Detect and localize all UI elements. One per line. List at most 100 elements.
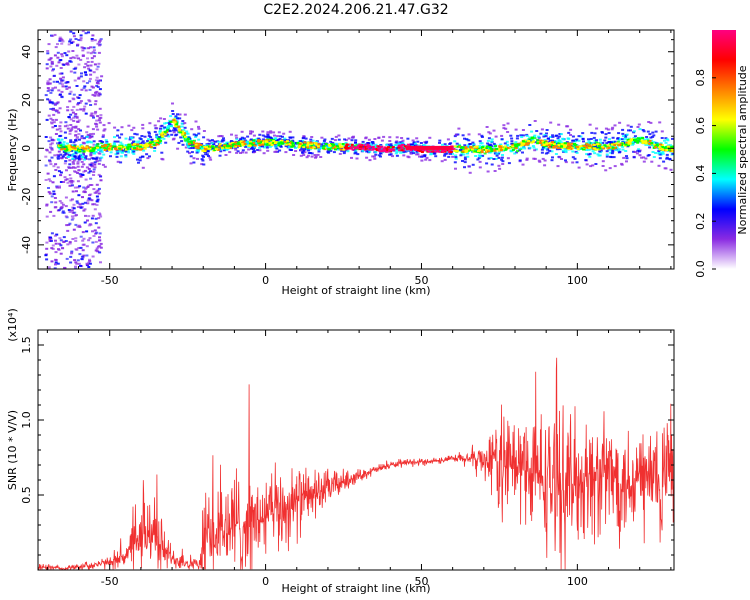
heatmap-cell [275,142,279,145]
heatmap-cell [397,146,401,149]
heatmap-cell [509,146,513,149]
heatmap-cell [546,141,550,144]
heatmap-cell [572,143,576,145]
heatmap-cell [542,144,546,146]
heatmap-cell [368,150,372,153]
heatmap-cell [637,123,641,126]
heatmap-cell [604,136,608,139]
heatmap-cell [285,141,289,144]
heatmap-cell [96,145,99,148]
heatmap-cell [67,155,70,158]
heatmap-cell [624,150,628,152]
heatmap-cell [264,139,268,142]
heatmap-cell [598,143,602,146]
heatmap-cell [506,143,510,146]
heatmap-cell [115,151,119,154]
heatmap-cell [299,149,303,152]
heatmap-cell [284,143,288,146]
heatmap-cell [124,155,128,158]
heatmap-cell [127,143,131,146]
heatmap-cell [285,140,289,143]
heatmap-cell [401,143,405,146]
heatmap-cell [87,67,91,70]
heatmap-cell [322,140,326,142]
x-tick-label: 0 [262,274,269,287]
heatmap-cell [179,131,183,134]
heatmap-cell [247,146,251,149]
heatmap-cell [97,187,101,190]
heatmap-cell [90,165,94,167]
heatmap-cell [77,169,81,172]
heatmap-cell [494,157,498,160]
heatmap-cell [355,157,359,160]
x-tick-label: -50 [101,274,119,287]
heatmap-cell [64,150,68,153]
heatmap-cell [199,144,203,146]
heatmap-cell [77,194,81,197]
heatmap-cell [266,134,270,137]
heatmap-cell [61,247,64,250]
heatmap-cell [74,157,78,160]
heatmap-cell [303,143,307,146]
heatmap-cell [500,134,504,137]
heatmap-cell [362,147,366,150]
heatmap-cell [539,132,543,135]
heatmap-cell [519,134,523,137]
heatmap-cell [342,148,346,151]
heatmap-cell [288,130,292,133]
heatmap-cell [56,138,60,141]
heatmap-cell [584,159,588,162]
y-tick-label: 1.5 [20,336,33,354]
heatmap-cell [648,142,652,145]
heatmap-cell [610,128,614,131]
heatmap-cell [91,114,95,117]
heatmap-cell [62,141,66,144]
heatmap-cell [334,135,338,138]
heatmap-cell [638,154,642,157]
heatmap-cell [97,192,101,195]
heatmap-cell [85,262,89,265]
heatmap-cell [97,51,101,54]
heatmap-cell [383,146,387,149]
heatmap-cell [53,206,57,209]
heatmap-cell [546,151,550,154]
heatmap-cell [61,79,65,82]
heatmap-cell [298,141,302,144]
heatmap-cell [103,145,107,148]
heatmap-cell [217,135,221,138]
heatmap-cell [501,147,505,150]
heatmap-cell [77,63,81,66]
heatmap-cell [184,137,188,140]
heatmap-cell [99,246,103,249]
colorbar-gradient [712,30,736,269]
heatmap-cell [90,38,94,40]
heatmap-cell [296,142,300,145]
heatmap-cell [81,54,85,57]
heatmap-cell [57,248,60,251]
heatmap-cell [672,146,674,149]
spectrogram-frame [37,29,675,270]
heatmap-cell [567,148,571,150]
heatmap-cell [73,147,77,150]
heatmap-cell [71,161,75,164]
heatmap-cell [73,166,77,169]
heatmap-cell [50,89,54,92]
heatmap-cell [164,141,168,144]
heatmap-cell [374,143,378,146]
heatmap-cell [133,147,137,150]
heatmap-cell [280,139,284,142]
heatmap-cell [200,148,204,150]
heatmap-cell [97,92,101,95]
heatmap-cell [273,137,277,140]
heatmap-cell [67,151,71,154]
heatmap-cell [459,146,463,149]
heatmap-cell [86,125,90,128]
heatmap-cell [95,125,99,128]
heatmap-cell [563,147,566,150]
heatmap-cell [234,145,237,148]
heatmap-cell [441,150,445,153]
heatmap-cell [88,198,92,201]
heatmap-cell [60,83,64,86]
heatmap-cell [141,155,145,158]
heatmap-cell [476,147,480,150]
